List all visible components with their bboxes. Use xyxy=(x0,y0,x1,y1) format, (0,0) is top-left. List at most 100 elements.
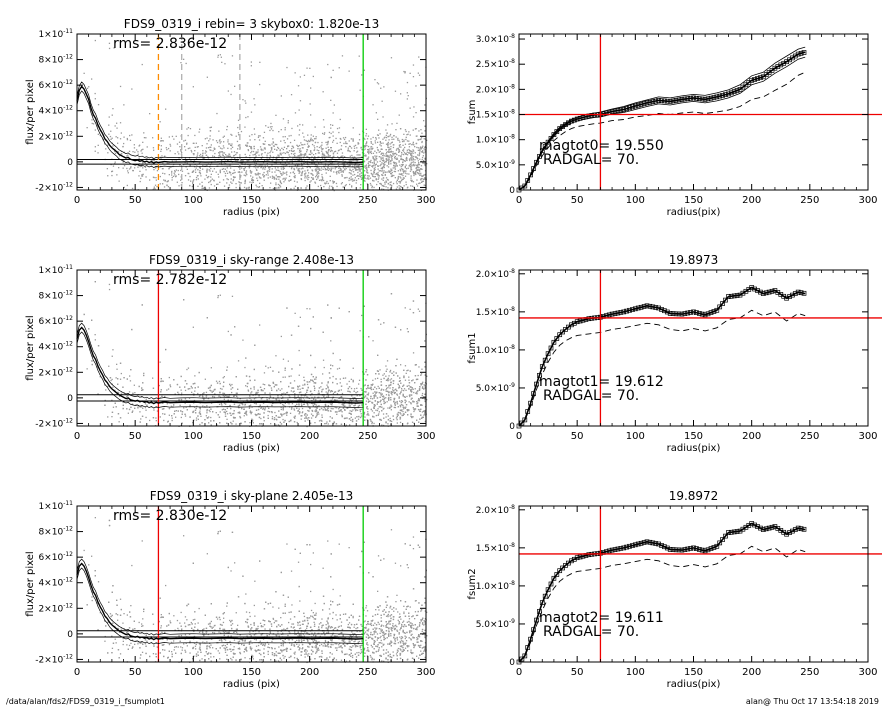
scatter-point xyxy=(337,165,340,167)
scatter-point xyxy=(136,149,138,151)
scatter-point xyxy=(374,169,376,171)
scatter-point xyxy=(306,162,308,164)
scatter-point xyxy=(390,172,392,175)
scatter-point xyxy=(165,348,167,351)
scatter-point xyxy=(259,83,261,86)
scatter-point xyxy=(247,400,249,403)
scatter-point xyxy=(200,415,202,417)
scatter-point xyxy=(422,155,424,157)
scatter-point xyxy=(401,151,403,154)
scatter-point xyxy=(176,143,179,145)
scatter-point xyxy=(249,171,252,173)
scatter-point xyxy=(390,409,392,411)
scatter-point xyxy=(325,422,327,425)
y-tick-label: 6×10-12 xyxy=(38,79,73,91)
scatter-point xyxy=(258,176,261,178)
scatter-point xyxy=(327,386,329,388)
scatter-point xyxy=(249,410,252,412)
scatter-point xyxy=(221,61,223,63)
scatter-point xyxy=(364,384,366,386)
scatter-point xyxy=(385,149,387,151)
scatter-point xyxy=(364,395,367,397)
scatter-point xyxy=(218,176,220,178)
scatter-point xyxy=(409,170,412,172)
scatter-point xyxy=(356,154,358,156)
scatter-point xyxy=(192,181,194,183)
scatter-point xyxy=(310,134,312,136)
scatter-point xyxy=(292,147,295,149)
scatter-point xyxy=(186,409,188,411)
scatter-point xyxy=(336,383,338,385)
scatter-point xyxy=(404,172,407,174)
scatter-point xyxy=(255,169,258,171)
scatter-point xyxy=(318,152,320,154)
scatter-point xyxy=(173,138,175,140)
scatter-point xyxy=(326,421,328,423)
scatter-point xyxy=(376,172,378,175)
scatter-point xyxy=(156,410,159,412)
scatter-point xyxy=(296,164,299,166)
scatter-point xyxy=(423,178,425,180)
scatter-point xyxy=(227,178,229,181)
scatter-point xyxy=(273,176,276,178)
scatter-point xyxy=(276,384,278,386)
scatter-point xyxy=(381,170,383,172)
scatter-point xyxy=(137,405,139,407)
scatter-point xyxy=(112,406,115,408)
scatter-point xyxy=(330,147,332,149)
scatter-point xyxy=(343,142,345,145)
scatter-point xyxy=(269,158,271,160)
scatter-point xyxy=(402,413,405,415)
scatter-point xyxy=(374,79,376,81)
scatter-point xyxy=(266,399,268,401)
scatter-point xyxy=(410,413,412,415)
scatter-point xyxy=(198,371,200,374)
scatter-point xyxy=(249,379,251,382)
scatter-point xyxy=(294,175,296,177)
scatter-point xyxy=(314,403,316,405)
scatter-point xyxy=(215,412,217,414)
scatter-point xyxy=(176,181,178,183)
scatter-point xyxy=(318,162,320,164)
scatter-point xyxy=(365,133,368,135)
scatter-point xyxy=(389,148,391,150)
scatter-point xyxy=(195,417,198,419)
scatter-point xyxy=(372,157,375,159)
scatter-point xyxy=(294,312,296,314)
scatter-point xyxy=(377,178,379,180)
scatter-point xyxy=(293,421,296,423)
scatter-point xyxy=(317,176,319,178)
scatter-point xyxy=(301,164,304,166)
scatter-point xyxy=(287,120,289,122)
scatter-point xyxy=(409,134,411,136)
scatter-point xyxy=(332,141,334,143)
scatter-point xyxy=(403,140,405,143)
scatter-point xyxy=(400,177,402,179)
scatter-point xyxy=(284,179,286,181)
scatter-point xyxy=(390,145,392,148)
scatter-point xyxy=(416,158,418,160)
scatter-point xyxy=(209,138,211,140)
scatter-point xyxy=(233,403,236,405)
scatter-point xyxy=(366,397,368,399)
scatter-point xyxy=(350,160,352,162)
scatter-point xyxy=(380,148,382,150)
scatter-point xyxy=(381,166,383,169)
scatter-point xyxy=(373,171,375,173)
scatter-point xyxy=(252,179,254,181)
scatter-point xyxy=(146,404,148,406)
scatter-point xyxy=(259,164,261,166)
scatter-point xyxy=(320,419,322,422)
scatter-point xyxy=(383,417,385,419)
scatter-point xyxy=(342,170,345,172)
scatter-point xyxy=(276,419,278,421)
scatter-point xyxy=(294,395,296,397)
scatter-point xyxy=(377,377,379,379)
scatter-point xyxy=(248,164,251,166)
scatter-point xyxy=(367,151,369,153)
scatter-point xyxy=(270,128,273,130)
scatter-point xyxy=(316,172,318,174)
scatter-point xyxy=(399,170,402,172)
scatter-point xyxy=(235,423,237,425)
scatter-point xyxy=(364,148,366,150)
